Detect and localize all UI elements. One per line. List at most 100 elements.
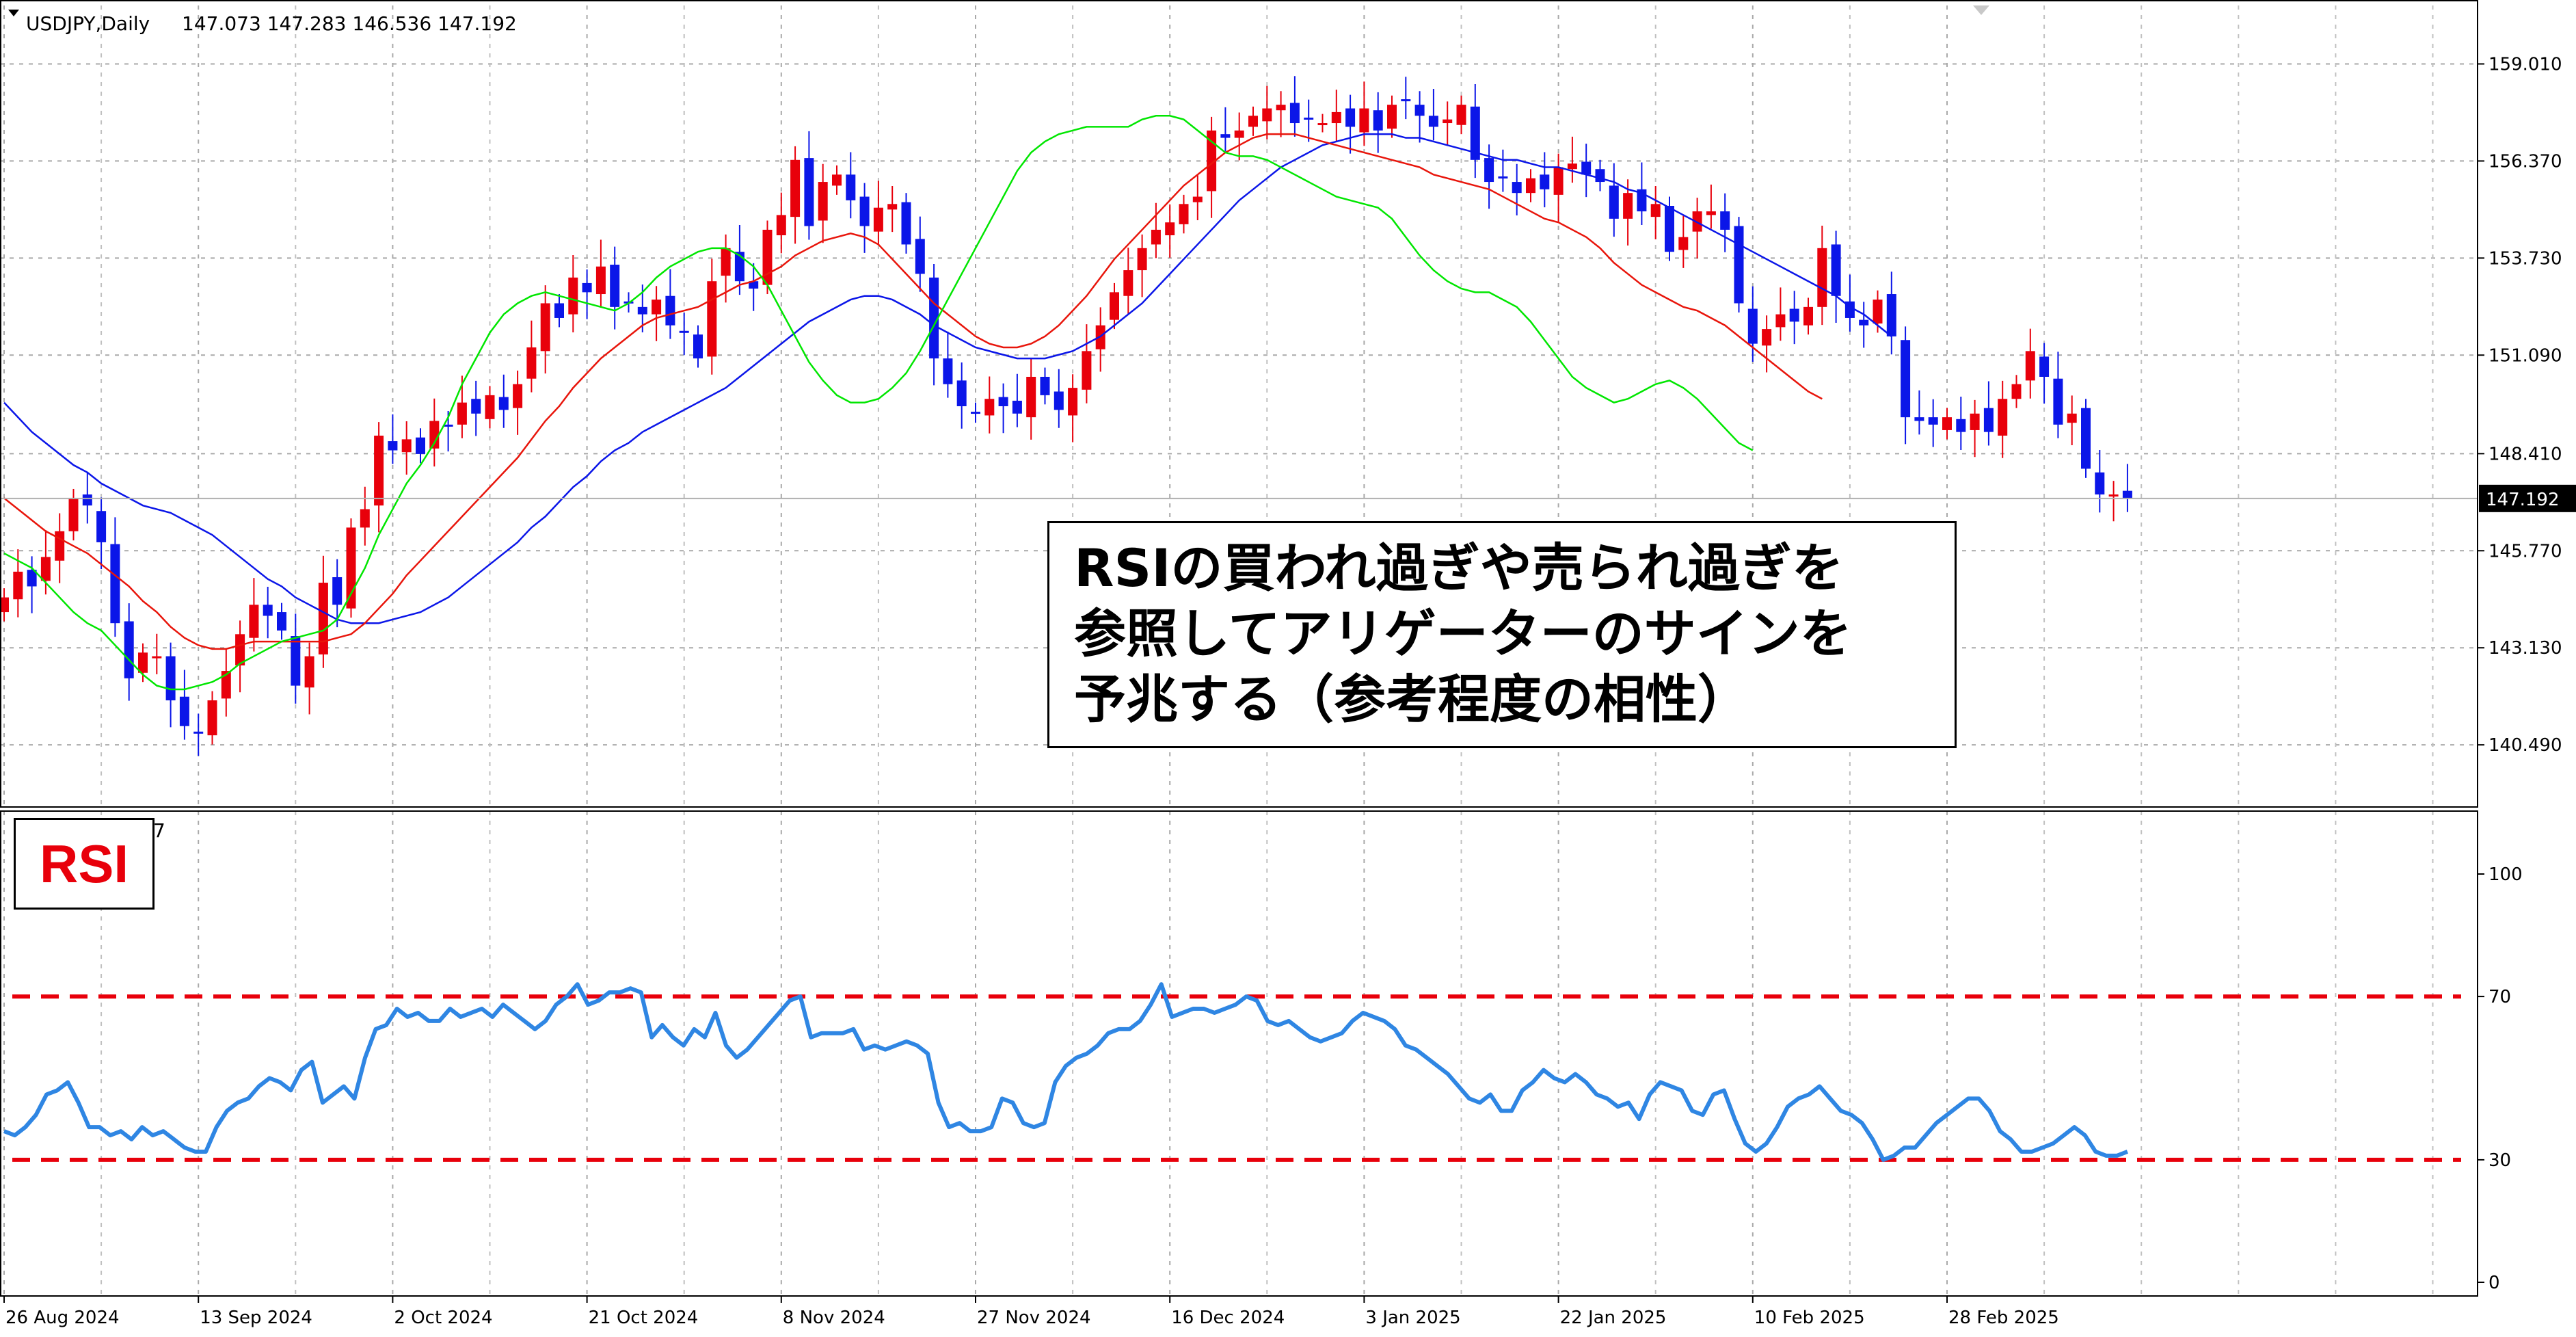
- candle-body: [1373, 110, 1383, 131]
- candle-body: [818, 182, 828, 221]
- candle-body: [693, 334, 703, 359]
- price-tick-label: 151.090: [2488, 345, 2562, 366]
- candle-body: [277, 612, 286, 631]
- candle-body: [1012, 400, 1022, 414]
- candle-body: [429, 421, 440, 449]
- current-price-label: 147.192: [2486, 490, 2560, 510]
- candle-body: [873, 207, 883, 232]
- candle-body: [1248, 116, 1258, 127]
- candle-body: [291, 636, 301, 686]
- ohlc-values: 147.073 147.283 146.536 147.192: [182, 12, 517, 35]
- candle-body: [401, 439, 412, 453]
- candle-body: [2067, 413, 2077, 423]
- candle-body: [2053, 378, 2063, 425]
- annotation-line-3: 予兆する（参考程度の相性）: [1074, 669, 1749, 730]
- candle-body: [887, 204, 898, 210]
- candle-body: [207, 700, 217, 736]
- candle-body: [388, 441, 398, 451]
- candle-body: [513, 384, 523, 408]
- candle-body: [1901, 340, 1911, 418]
- time-tick-label: 10 Feb 2025: [1754, 1308, 1865, 1328]
- time-tick-label: 21 Oct 2024: [589, 1308, 699, 1328]
- rsi-tick-label: 30: [2488, 1150, 2511, 1171]
- rsi-grid: [3, 811, 2434, 1296]
- price-tick-label: 156.370: [2488, 151, 2562, 172]
- alligator-line: [3, 133, 1823, 650]
- time-tick-label: 2 Oct 2024: [394, 1308, 492, 1328]
- rsi-tick-label: 0: [2488, 1273, 2500, 1293]
- candles: [0, 76, 2132, 756]
- candle-body: [2081, 408, 2091, 469]
- candle-body: [984, 399, 995, 416]
- candle-body: [1789, 308, 1799, 322]
- candle-body: [165, 656, 176, 701]
- rsi-tick-label: 70: [2488, 987, 2511, 1007]
- candle-body: [2108, 494, 2119, 497]
- candle-body: [1151, 229, 1161, 245]
- price-tick-label: 159.010: [2488, 54, 2562, 75]
- rsi-label: RSI: [39, 833, 129, 894]
- candle-body: [1817, 248, 1827, 307]
- candle-body: [249, 605, 259, 638]
- candle-body: [416, 437, 425, 454]
- candle-body: [1998, 399, 2008, 436]
- candle-body: [221, 671, 231, 699]
- candle-body: [0, 597, 9, 613]
- candle-body: [193, 731, 204, 734]
- candle-body: [1498, 176, 1508, 178]
- candle-body: [943, 358, 953, 384]
- candle-body: [1428, 116, 1438, 127]
- candle-body: [1040, 376, 1050, 395]
- candle-body: [915, 239, 925, 274]
- rsi-tick-label: 100: [2488, 864, 2523, 885]
- candle-body: [1512, 182, 1522, 194]
- candle-body: [1414, 105, 1425, 116]
- candle-body: [1304, 117, 1314, 120]
- candle-body: [1317, 123, 1328, 126]
- candle-body: [485, 395, 495, 419]
- candle-body: [1192, 196, 1203, 202]
- candle-body: [998, 397, 1008, 406]
- rsi-label-box: RSI: [14, 818, 155, 910]
- dropdown-triangle-icon[interactable]: [8, 10, 19, 16]
- candle-body: [1803, 306, 1813, 326]
- rsi-line: [3, 982, 2128, 1162]
- candle-body: [1054, 391, 1064, 410]
- candle-body: [652, 300, 662, 315]
- candle-body: [1567, 163, 1577, 170]
- candle-body: [1886, 294, 1896, 336]
- candle-body: [1289, 103, 1300, 124]
- candle-body: [138, 652, 148, 673]
- candle-body: [526, 347, 537, 379]
- candle-body: [749, 281, 759, 289]
- time-tick-label: 13 Sep 2024: [200, 1308, 312, 1328]
- time-tick-label: 16 Dec 2024: [1171, 1308, 1285, 1328]
- candle-body: [360, 509, 370, 528]
- candle-body: [707, 281, 717, 357]
- candle-body: [1970, 413, 1980, 430]
- price-panel-frame: [0, 0, 2478, 808]
- candle-body: [1443, 119, 1453, 124]
- candle-body: [152, 656, 162, 659]
- candle-body: [637, 306, 647, 315]
- candle-body: [40, 557, 51, 581]
- candle-body: [374, 436, 384, 506]
- candle-body: [110, 544, 120, 624]
- rsi-panel-frame: [0, 810, 2478, 1297]
- candle-body: [1928, 417, 1938, 425]
- panel-frames: [0, 0, 2478, 1297]
- time-tick-label: 22 Jan 2025: [1560, 1308, 1667, 1328]
- candle-body: [1831, 244, 1841, 296]
- time-tick-label: 8 Nov 2024: [783, 1308, 885, 1328]
- current-price-marker: 147.192: [0, 484, 2576, 512]
- candle-body: [1540, 174, 1550, 189]
- candle-body: [582, 282, 592, 293]
- candle-body: [1082, 351, 1092, 390]
- candle-body: [1345, 108, 1356, 127]
- time-tick-label: 27 Nov 2024: [977, 1308, 1091, 1328]
- candle-body: [2095, 472, 2105, 495]
- candle-body: [1678, 237, 1689, 250]
- candle-body: [1581, 161, 1592, 175]
- time-tick-label: 3 Jan 2025: [1365, 1308, 1460, 1328]
- candle-body: [318, 583, 328, 654]
